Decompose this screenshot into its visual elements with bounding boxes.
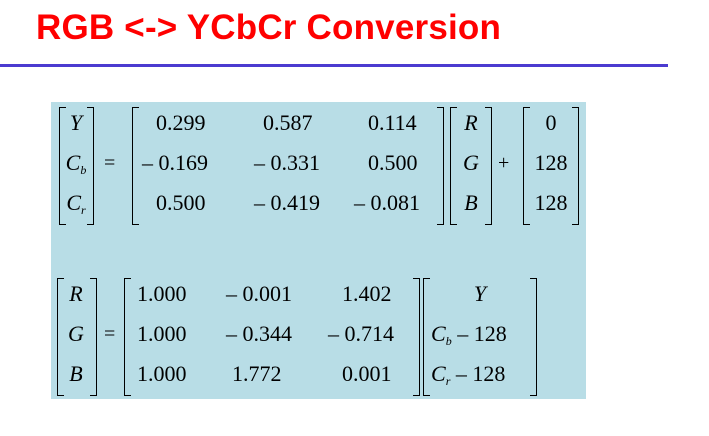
bracket-left xyxy=(57,278,64,396)
offset-value: 128 xyxy=(534,190,568,215)
ycc-cr: Cr – 128 xyxy=(431,361,506,388)
rgb-bracket-right xyxy=(485,107,492,225)
equals-sign: = xyxy=(104,152,116,174)
bracket-left xyxy=(59,107,66,225)
offset-value: 0 xyxy=(545,110,557,135)
page-title: RGB <-> YCbCr Conversion xyxy=(36,8,502,47)
plus-sign: + xyxy=(498,152,510,174)
ycc-cb: Cb – 128 xyxy=(431,321,507,348)
matrix-cell: 0.587 xyxy=(263,110,313,135)
offset-value: 128 xyxy=(534,150,568,175)
lhs-cr: Cr xyxy=(66,190,86,217)
matrix-cell: 0.001 xyxy=(342,361,392,386)
offset-bracket-right xyxy=(572,107,579,225)
matrix-cell: 0.114 xyxy=(368,110,417,135)
matrix-cell: 1.000 xyxy=(137,281,187,306)
rgb-r: R xyxy=(464,110,478,135)
rgb-g: G xyxy=(463,150,479,175)
lhs-r: R xyxy=(69,281,83,306)
bracket-right xyxy=(87,107,94,225)
title-underline xyxy=(0,64,668,67)
equals-sign: = xyxy=(104,323,116,345)
matrix-bracket-left xyxy=(132,107,139,225)
offset-bracket-left xyxy=(523,107,530,225)
rgb-bracket-left xyxy=(450,107,457,225)
matrix-cell: 0.500 xyxy=(156,190,206,215)
matrix-cell: 1.000 xyxy=(137,361,187,386)
matrix-cell: – 0.001 xyxy=(226,281,292,306)
lhs-b: B xyxy=(69,361,83,386)
matrix-cell: 1.402 xyxy=(342,281,392,306)
matrix-bracket-right xyxy=(437,107,444,225)
matrix-cell: 0.299 xyxy=(156,110,206,135)
matrix-cell: 0.500 xyxy=(368,150,418,175)
ycc-y: Y xyxy=(473,281,487,306)
matrix-cell: – 0.169 xyxy=(142,150,208,175)
matrix-cell: 1.000 xyxy=(137,321,187,346)
lhs-cb: Cb xyxy=(65,150,87,177)
bracket-right xyxy=(90,278,97,396)
rgb-b: B xyxy=(464,190,478,215)
matrix-bracket-right xyxy=(413,278,420,396)
matrix-cell: – 0.714 xyxy=(328,321,394,346)
matrix-cell: – 0.419 xyxy=(254,190,320,215)
lhs-g: G xyxy=(68,321,84,346)
matrix-cell: – 0.344 xyxy=(226,321,292,346)
matrix-cell: – 0.331 xyxy=(254,150,320,175)
formula-panel xyxy=(51,102,586,399)
matrix-cell: 1.772 xyxy=(232,361,282,386)
ycc-bracket-right xyxy=(530,278,537,396)
matrix-bracket-left xyxy=(124,278,131,396)
ycc-bracket-left xyxy=(423,278,430,396)
lhs-y: Y xyxy=(69,110,83,135)
matrix-cell: – 0.081 xyxy=(354,190,420,215)
